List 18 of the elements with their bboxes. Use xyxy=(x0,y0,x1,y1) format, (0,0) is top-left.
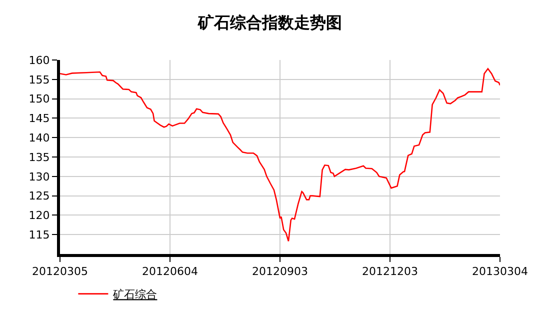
y-tick-label: 155 xyxy=(28,73,50,86)
x-tick-label: 20120903 xyxy=(252,265,308,278)
x-tick-label: 20120604 xyxy=(142,265,198,278)
y-tick-label: 160 xyxy=(28,54,50,67)
y-tick-label: 130 xyxy=(28,170,50,184)
line-series xyxy=(60,68,500,242)
x-tick-label: 20130304 xyxy=(472,265,528,278)
x-tick-label: 20120305 xyxy=(32,265,88,278)
x-tick-label: 20121203 xyxy=(362,265,418,278)
y-tick-label: 140 xyxy=(28,131,50,144)
y-tick-label: 135 xyxy=(28,150,50,164)
y-tick-label: 120 xyxy=(28,209,50,222)
y-tick-label: 115 xyxy=(28,228,50,242)
legend-label: 矿石综合 xyxy=(112,288,158,302)
y-tick-label: 125 xyxy=(28,190,50,203)
y-tick-label: 150 xyxy=(28,92,50,106)
chart-title: 矿石综合指数走势图 xyxy=(197,13,342,32)
y-tick-label: 145 xyxy=(28,112,50,126)
